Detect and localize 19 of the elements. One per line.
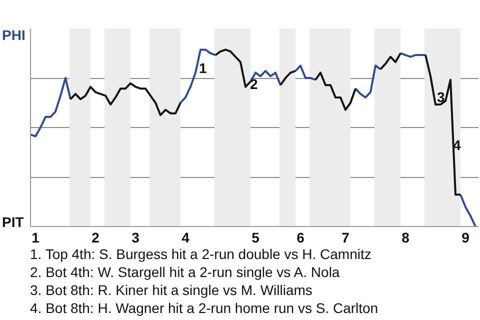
- x-tick-label: 9: [462, 230, 470, 246]
- text: 3. Bot 8th: R. Kiner hit a single vs M. Williams: [30, 282, 312, 298]
- text: PHI: [2, 27, 26, 43]
- text: PIT: [2, 214, 24, 230]
- annotation: 1: [199, 60, 207, 76]
- x-tick-label: 1: [32, 230, 40, 246]
- text: 1. Top 4th: S. Burgess hit a 2-run double vs H. Camnitz: [30, 246, 372, 262]
- annotation: 2: [250, 76, 258, 92]
- x-tick-label: 5: [252, 230, 260, 246]
- annotation: 4: [453, 137, 461, 153]
- text: 2. Bot 4th: W. Stargell hit a 2-run single vs A. Nola: [30, 264, 340, 280]
- x-tick-label: 7: [342, 230, 350, 246]
- text: 4. Bot 8th: H. Wagner hit a 2-run home run vs S. Carlton: [30, 300, 378, 316]
- x-tick-label: 4: [182, 230, 190, 246]
- annotation: 3: [437, 89, 445, 105]
- x-tick-label: 6: [296, 230, 305, 246]
- x-tick-label: 2: [92, 230, 100, 246]
- x-tick-label: 8: [402, 230, 410, 246]
- x-tick-label: 3: [132, 230, 140, 246]
